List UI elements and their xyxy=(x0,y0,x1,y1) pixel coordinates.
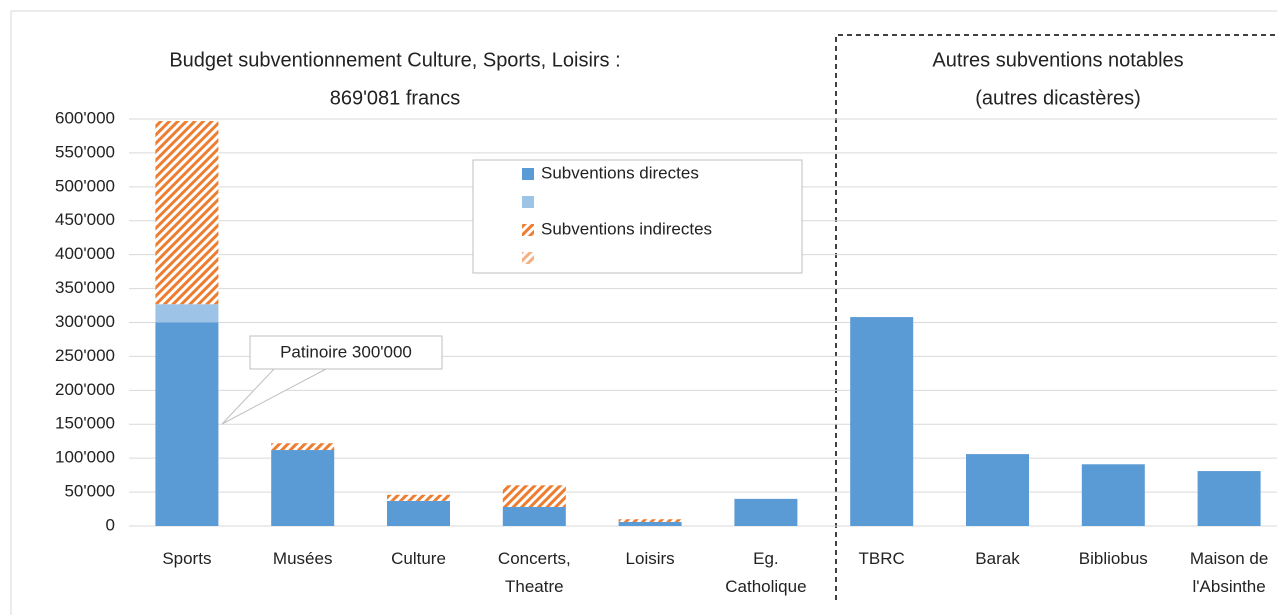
x-tick-label: Concerts, Theatre xyxy=(497,549,571,596)
y-tick-label: 600'000 xyxy=(55,108,115,127)
callout-pointer xyxy=(221,368,327,425)
bar-segment xyxy=(155,121,219,305)
legend-marker xyxy=(522,224,534,236)
bar-segment xyxy=(502,485,566,508)
x-tick-label: TBRC xyxy=(858,549,905,568)
y-tick-label: 300'000 xyxy=(55,312,115,331)
legend-label: Subventions directes xyxy=(541,163,699,182)
chart-title: Budget subventionnement Culture, Sports,… xyxy=(169,49,620,71)
chart-subtitle: Autres subventions notables xyxy=(932,49,1183,71)
x-tick-label: Culture xyxy=(391,549,446,568)
x-tick-label: Musées xyxy=(272,549,333,568)
x-tick-label: Barak xyxy=(975,549,1020,568)
bar-segment xyxy=(1081,464,1145,526)
bar-segment xyxy=(271,450,335,526)
y-tick-label: 50'000 xyxy=(64,482,115,501)
bar-segment xyxy=(155,322,219,526)
bar-segment xyxy=(850,317,914,526)
y-tick-label: 500'000 xyxy=(55,176,115,195)
legend-marker xyxy=(522,196,534,208)
bar-segment xyxy=(1197,471,1261,526)
grid xyxy=(129,118,1277,527)
bar-segment xyxy=(966,454,1029,526)
y-tick-label: 250'000 xyxy=(55,346,115,365)
y-tick-label: 200'000 xyxy=(55,380,115,399)
legend-marker xyxy=(522,252,534,264)
y-tick-label: 350'000 xyxy=(55,278,115,297)
y-tick-label: 550'000 xyxy=(55,142,115,161)
dashed-box xyxy=(835,34,1277,600)
x-tick-label: Sports xyxy=(162,549,212,568)
y-tick-label: 400'000 xyxy=(55,244,115,263)
x-tick-label: Bibliobus xyxy=(1078,549,1148,568)
y-tick-label: 0 xyxy=(106,515,115,534)
annotation: Patinoire 300'000 xyxy=(280,342,412,361)
x-tick-label: Eg. Catholique xyxy=(725,549,807,596)
y-tick-label: 100'000 xyxy=(55,448,115,467)
bar-segment xyxy=(618,519,682,522)
bar-segment xyxy=(734,498,798,526)
chart-frame xyxy=(10,10,1277,615)
bar-segment xyxy=(502,507,566,526)
legend-label: Subventions indirectes xyxy=(541,219,712,238)
x-tick-label: Loisirs xyxy=(625,549,675,568)
y-tick-label: 450'000 xyxy=(55,210,115,229)
bar-segment xyxy=(618,521,682,526)
callout-box xyxy=(249,335,443,370)
y-tick-label: 150'000 xyxy=(55,414,115,433)
chart-title: 869'081 francs xyxy=(330,87,461,109)
legend-marker xyxy=(522,168,534,180)
bar-segment xyxy=(387,500,450,526)
chart-subtitle: (autres dicastères) xyxy=(975,87,1141,109)
x-tick-label: Maison de l'Absinthe xyxy=(1189,549,1269,596)
bar-segment xyxy=(387,494,450,501)
bar-segment xyxy=(271,443,335,451)
bar-segment xyxy=(155,304,219,323)
